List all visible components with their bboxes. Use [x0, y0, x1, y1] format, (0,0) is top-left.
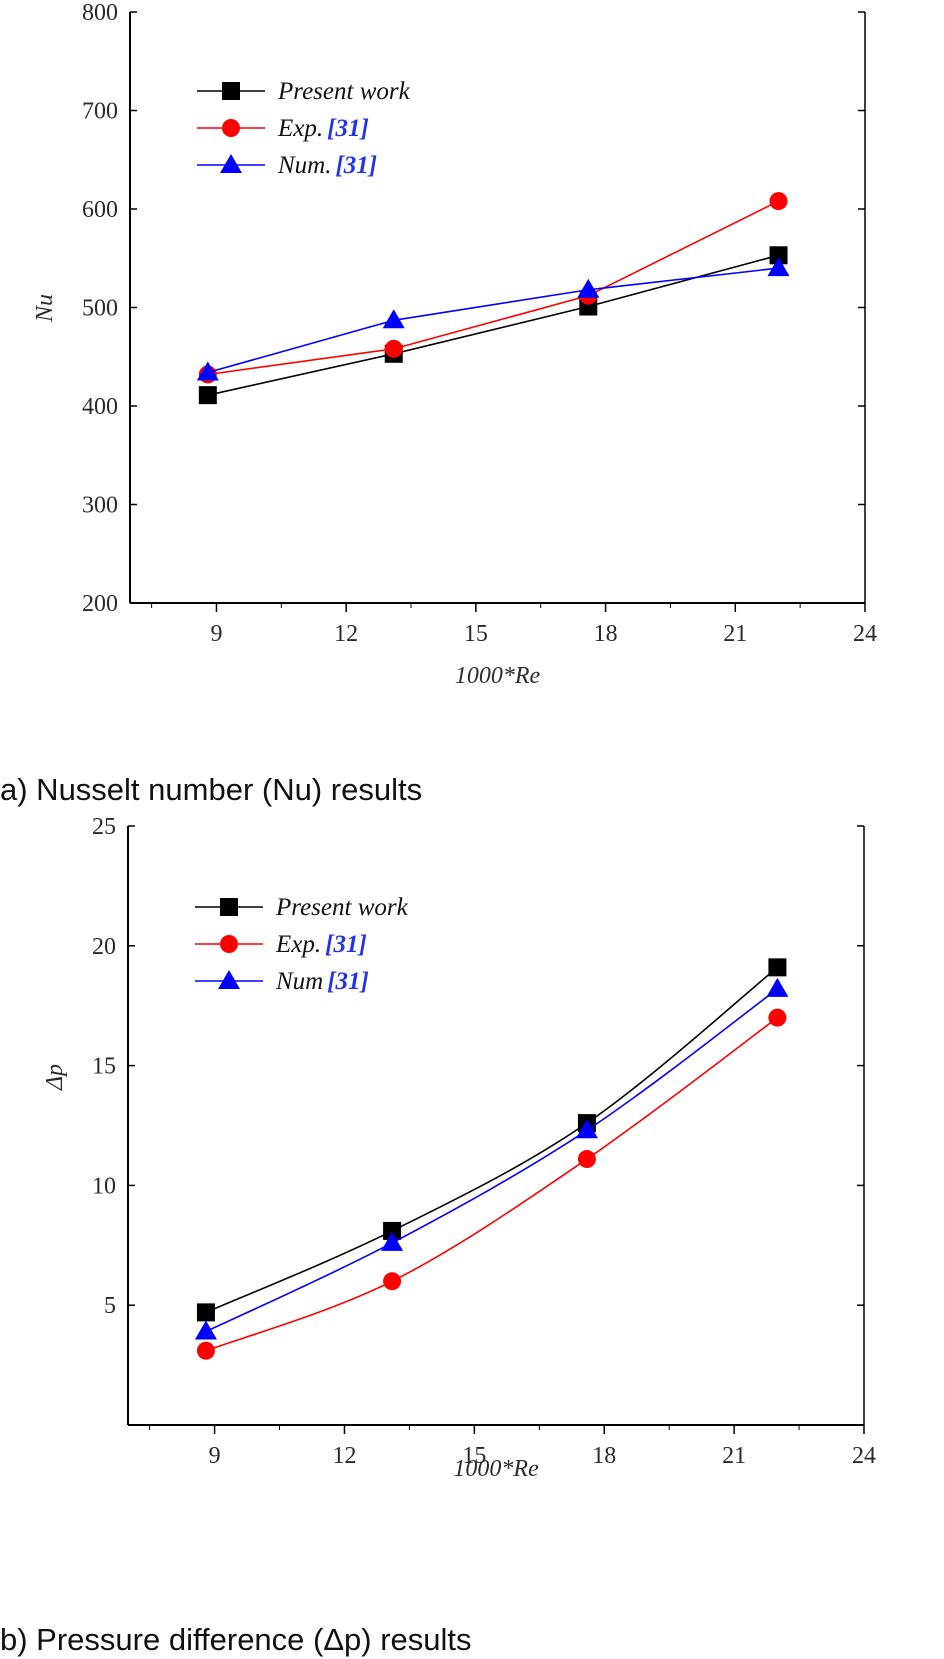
chart-a-x-tick-label: 18: [594, 621, 618, 647]
chart-a-data-point: [769, 246, 788, 265]
chart-a-legend-marker: [222, 82, 240, 100]
chart-a-y-tick-label: 800: [82, 0, 118, 26]
chart-b-x-tick-label: 9: [209, 1443, 221, 1469]
chart-a-x-tick-label: 12: [334, 621, 358, 647]
chart-a-y-tick-label: 600: [82, 197, 118, 223]
chart-a-y-tick-label: 300: [82, 493, 118, 519]
chart-a-legend-entry: Num. [31]: [277, 152, 377, 179]
chart-b-legend-ref: [31]: [325, 931, 367, 958]
chart-b-series-line: [205, 966, 778, 1314]
caption-a: a) Nusselt number (Nu) results: [0, 772, 422, 807]
chart-b-x-tick-label: 24: [852, 1443, 876, 1469]
chart-b-y-tick-label: 5: [104, 1293, 116, 1319]
chart-a-series-line: [207, 254, 779, 396]
chart-a-x-tick-label: 9: [210, 621, 222, 647]
chart-a-data-point: [198, 386, 217, 405]
chart-a-x-axis-label: 1000*Re: [455, 663, 541, 689]
chart-b-x-tick-label: 21: [722, 1443, 746, 1469]
chart-b-x-tick-label: 18: [592, 1443, 616, 1469]
chart-b-y-axis-label: Δp: [42, 1064, 68, 1091]
chart-b-legend-marker: [220, 898, 238, 916]
chart-a-data-point: [767, 257, 790, 277]
chart-b-x-tick-label: 15: [462, 1443, 486, 1469]
chart-b-data-point: [383, 1221, 402, 1240]
chart-a-data-point: [384, 339, 403, 358]
chart-b-legend-marker: [218, 970, 240, 989]
caption-b: b) Pressure difference (Δp) results: [0, 1622, 472, 1657]
chart-b-legend-entry: Exp. [31]: [275, 931, 367, 958]
chart-b-data-point: [766, 977, 789, 997]
chart-b-series-line: [205, 988, 778, 1333]
chart-b-x-tick-label: 12: [332, 1443, 356, 1469]
chart-a-legend-ref: [31]: [327, 115, 369, 142]
chart-b-legend-ref: [31]: [327, 968, 369, 995]
chart-a-data-point: [196, 361, 219, 381]
chart-b-y-tick-label: 20: [92, 934, 116, 960]
chart-a-legend-entry: Present work: [277, 78, 411, 105]
chart-a-x-tick-label: 21: [723, 621, 747, 647]
chart-a-data-point: [577, 278, 600, 298]
pressure-chart: 5 10 15 20 25 9 12 15 18 21 24 1000*Re Δp Present wor…: [42, 814, 876, 1482]
chart-a-x-tick-label: 24: [853, 621, 877, 647]
chart-a-y-tick-label: 700: [82, 99, 118, 125]
chart-b-y-tick-label: 15: [92, 1054, 116, 1080]
chart-b-y-tick-label: 25: [92, 814, 116, 840]
chart-a-x-tick-label: 15: [464, 621, 488, 647]
chart-a-y-tick-label: 500: [82, 296, 118, 322]
chart-a-y-axis-label: Nu: [32, 294, 58, 323]
chart-b-data-point: [383, 1272, 402, 1291]
nusselt-chart: 200 300 400 500 600 700 800 9 12 15 18 21 24 1000*Re N…: [32, 0, 877, 689]
chart-b-legend-entry: Present work: [275, 894, 409, 921]
chart-b-data-point: [768, 1008, 787, 1027]
chart-b-data-point: [577, 1150, 596, 1169]
chart-a-legend-marker: [222, 119, 240, 137]
chart-a-series-line: [207, 200, 779, 376]
chart-b-series-line: [205, 1017, 778, 1352]
chart-b-legend-entry: Num [31]: [275, 968, 369, 995]
chart-a-data-point: [769, 192, 788, 211]
chart-a-data-point: [382, 309, 405, 329]
chart-a-legend-entry: Exp. [31]: [277, 115, 369, 142]
chart-b-data-point: [194, 1320, 217, 1340]
chart-a-y-tick-label: 400: [82, 394, 118, 420]
chart-b-data-point: [768, 958, 787, 977]
chart-a-series-line: [207, 267, 779, 374]
chart-b-legend-marker: [220, 935, 238, 953]
chart-a-legend-ref: [31]: [335, 152, 377, 179]
chart-a-y-tick-label: 200: [82, 591, 118, 617]
chart-b-y-tick-label: 10: [92, 1173, 116, 1199]
chart-b-x-axis-label: 1000*Re: [453, 1456, 539, 1482]
chart-b-data-point: [575, 1119, 598, 1139]
chart-a-legend-marker: [220, 154, 242, 173]
chart-b-data-point: [381, 1231, 404, 1251]
chart-b-data-point: [196, 1341, 215, 1360]
chart-b-data-point: [196, 1303, 215, 1322]
